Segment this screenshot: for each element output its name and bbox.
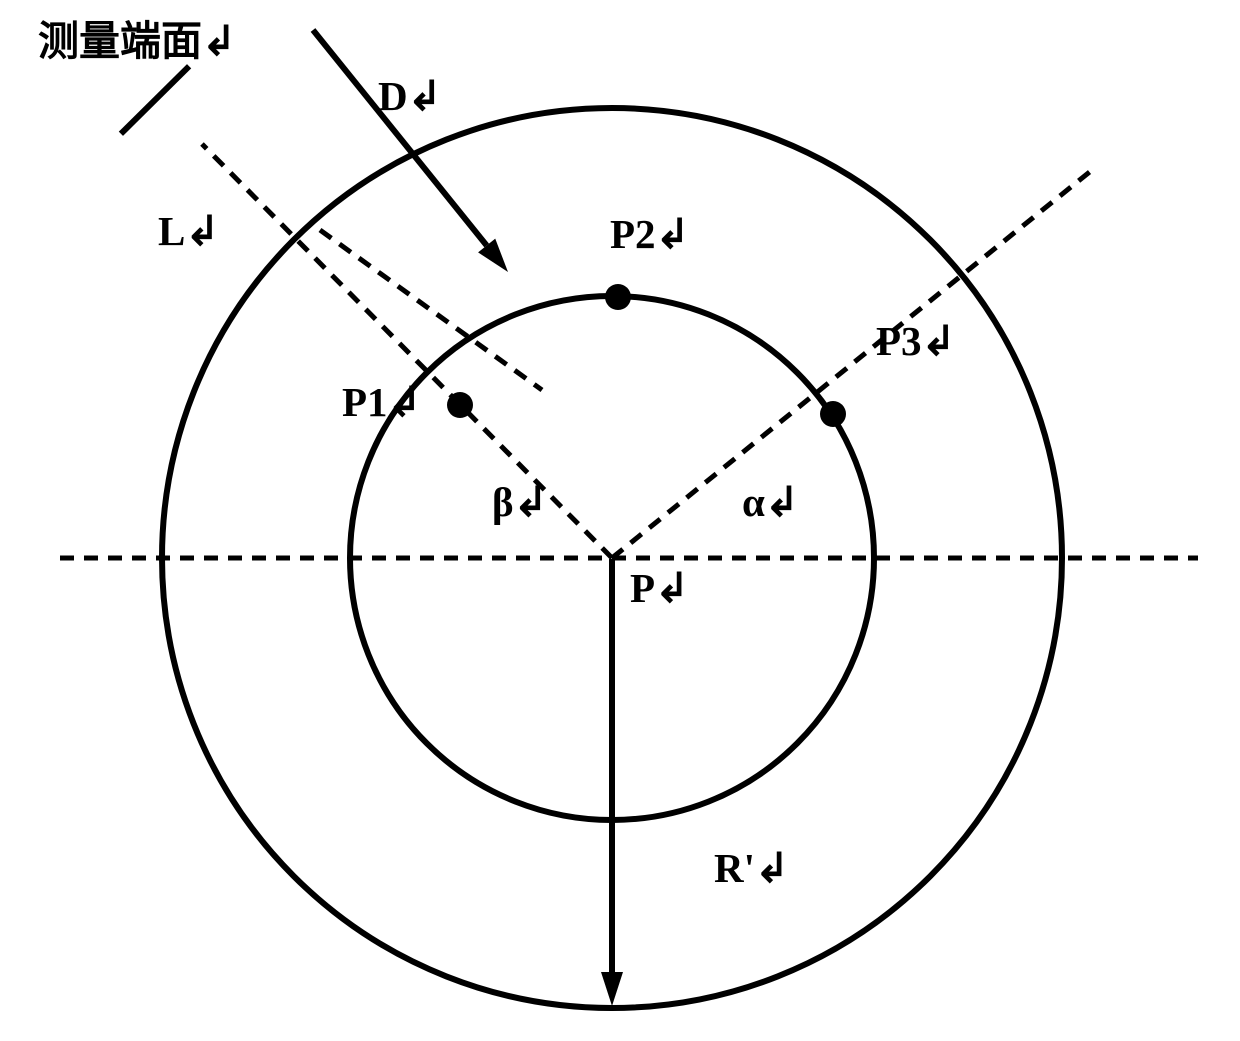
geometry-diagram: 测量端面↲ D↲ L↲ P1↲ P2↲ P3↲ β↲ α↲ P↲ R'↲: [0, 0, 1240, 1041]
point-p2: [605, 284, 631, 310]
label-l: L↲: [158, 208, 220, 254]
label-p-center: P↲: [630, 565, 689, 611]
label-d: D↲: [378, 73, 442, 119]
label-beta: β↲: [492, 479, 548, 525]
label-p3: P3↲: [876, 318, 956, 364]
point-p3: [820, 401, 846, 427]
label-p2: P2↲: [610, 211, 690, 257]
label-p1: P1↲: [342, 379, 422, 425]
point-p1: [447, 392, 473, 418]
label-alpha: α↲: [742, 479, 799, 525]
label-r-prime: R'↲: [714, 845, 789, 891]
label-measurement-face: 测量端面↲: [38, 18, 236, 64]
